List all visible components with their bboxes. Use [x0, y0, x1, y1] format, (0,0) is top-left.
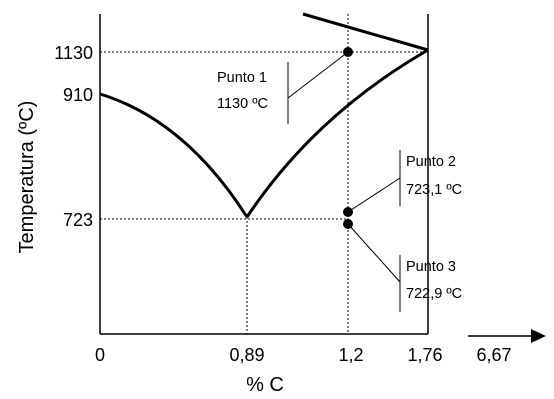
point-2-leader — [347, 177, 401, 213]
x-tick-1-76: 1,76 — [407, 345, 442, 365]
point-2-value: 723,1 ºC — [406, 182, 462, 198]
liquidus-curve — [302, 12, 429, 52]
point-1-value: 1130 ºC — [217, 96, 268, 112]
a3-boundary-curve — [99, 92, 249, 218]
y-tick-723: 723 — [63, 210, 93, 230]
point-3-value: 722,9 ºC — [406, 286, 462, 302]
acm-boundary-curve — [245, 48, 429, 218]
continuation-arrow-head — [531, 329, 546, 343]
x-tick-1-2: 1,2 — [338, 345, 363, 365]
point-1-label: Punto 1 — [217, 70, 267, 86]
y-axis-label: Temperatura (ºC) — [16, 101, 38, 254]
point-3-leader — [347, 223, 401, 283]
x-tick-0: 0 — [95, 345, 105, 365]
x-tick-0-89: 0,89 — [229, 345, 264, 365]
x-axis-label: % C — [246, 374, 284, 396]
point-3-label: Punto 3 — [406, 259, 456, 275]
x-tick-6-67: 6,67 — [476, 345, 511, 365]
y-tick-910: 910 — [63, 85, 93, 105]
point-1-leader — [287, 51, 349, 99]
point-2-label: Punto 2 — [406, 154, 456, 170]
y-tick-1130: 1130 — [54, 43, 93, 63]
